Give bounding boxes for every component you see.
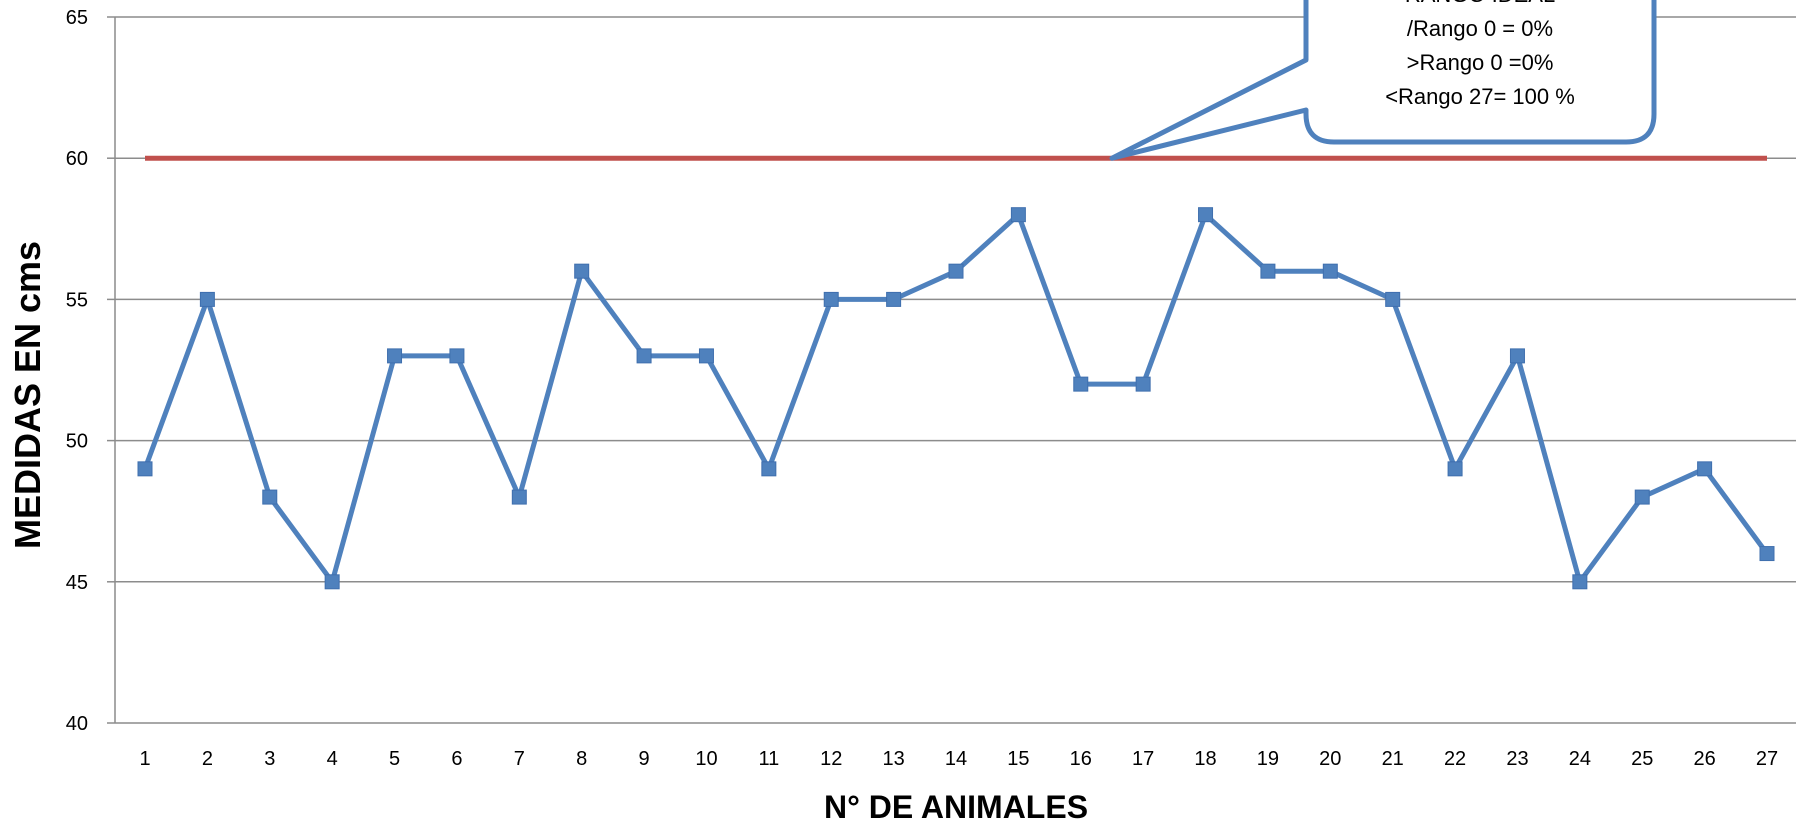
x-tick-label: 20	[1319, 748, 1341, 770]
data-point	[1447, 461, 1463, 477]
callout-annotation: RANGO IDEAL/Rango 0 = 0% >Rango 0 =0% <Ran…	[1109, 0, 1657, 161]
data-point	[761, 461, 777, 477]
callout-box	[1109, 0, 1657, 161]
x-tick-label: 14	[945, 748, 967, 770]
data-point	[511, 489, 527, 505]
y-tick-label: 60	[66, 148, 88, 170]
axes	[107, 16, 1796, 724]
data-point	[1260, 263, 1276, 279]
data-point	[324, 574, 340, 590]
x-tick-label: 23	[1506, 748, 1528, 770]
data-point	[449, 348, 465, 364]
x-tick-labels: 1 2 3 4 5 6 7 8 9 10 11 12 13 14 15 16 17 18 19 20 21 22 23 24 2…	[139, 748, 1778, 770]
data-point	[574, 263, 590, 279]
data-point	[1322, 263, 1338, 279]
y-tick-label: 50	[66, 431, 88, 453]
y-tick-label: 45	[66, 572, 88, 594]
x-tick-label: 7	[514, 748, 525, 770]
x-tick-label: 13	[882, 748, 904, 770]
x-tick-label: 5	[389, 748, 400, 770]
y-tick-label: 55	[66, 289, 88, 311]
x-tick-label: 26	[1693, 748, 1715, 770]
data-point	[823, 291, 839, 307]
data-point	[1073, 376, 1089, 392]
data-point	[387, 348, 403, 364]
x-tick-label: 25	[1631, 748, 1653, 770]
x-tick-label: 1	[139, 748, 150, 770]
data-point	[137, 461, 153, 477]
data-point	[1697, 461, 1713, 477]
x-tick-label: 10	[695, 748, 717, 770]
x-tick-label: 15	[1007, 748, 1029, 770]
series	[137, 155, 1775, 590]
x-tick-label: 24	[1569, 748, 1591, 770]
data-point	[1572, 574, 1588, 590]
x-tick-label: 22	[1444, 748, 1466, 770]
x-tick-label: 9	[639, 748, 650, 770]
x-tick-label: 17	[1132, 748, 1154, 770]
x-tick-label: 11	[758, 748, 779, 770]
data-point	[1509, 348, 1525, 364]
data-point	[1010, 207, 1026, 223]
data-point	[1198, 207, 1214, 223]
y-tick-label: 65	[66, 7, 88, 29]
x-tick-label: 27	[1756, 748, 1778, 770]
data-point	[1385, 291, 1401, 307]
data-point	[636, 348, 652, 364]
x-tick-label: 19	[1257, 748, 1279, 770]
x-tick-label: 16	[1070, 748, 1092, 770]
data-point	[948, 263, 964, 279]
y-axis-title: MEDIDAS EN cms	[7, 241, 48, 549]
x-tick-label: 6	[451, 748, 462, 770]
data-point	[886, 291, 902, 307]
x-tick-label: 8	[576, 748, 587, 770]
data-point	[1759, 546, 1775, 562]
x-tick-label: 2	[202, 748, 213, 770]
data-point	[199, 291, 215, 307]
y-tick-label: 40	[66, 713, 88, 735]
x-tick-label: 3	[264, 748, 275, 770]
callout-line: /Rango 0 = 0%	[1407, 16, 1553, 41]
callout-line: <Rango 27= 100 %	[1385, 84, 1575, 109]
data-point	[1634, 489, 1650, 505]
x-tick-label: 18	[1194, 748, 1216, 770]
x-tick-label: 12	[820, 748, 842, 770]
data-point	[1135, 376, 1151, 392]
callout-line: >Rango 0 =0%	[1407, 50, 1554, 75]
x-tick-label: 21	[1382, 748, 1404, 770]
data-point	[698, 348, 714, 364]
callout-line: RANGO IDEAL	[1405, 0, 1555, 7]
x-axis-title: N° DE ANIMALES	[824, 789, 1088, 825]
data-point	[262, 489, 278, 505]
x-tick-label: 4	[327, 748, 338, 770]
y-tick-labels: 40 45 50 55 60 65	[66, 7, 88, 735]
